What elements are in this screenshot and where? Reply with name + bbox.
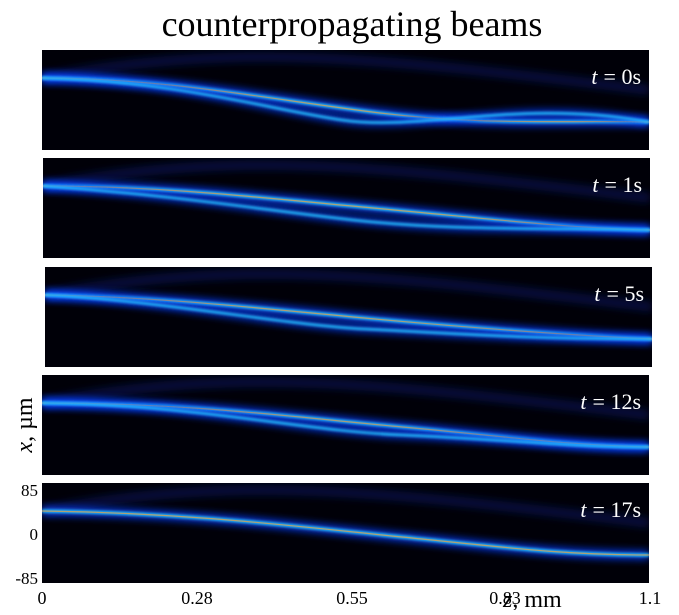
time-value: = 12s (593, 389, 641, 414)
y-tick-label: 85 (21, 481, 38, 500)
beam-body (45, 293, 652, 341)
x-tick-label: 0 (38, 588, 47, 608)
time-var: t (592, 172, 599, 197)
time-var: t (580, 497, 587, 522)
beam-core (42, 510, 649, 556)
y-tick-label: 0 (30, 525, 39, 544)
time-label: t = 0s (591, 64, 641, 89)
beams (42, 377, 649, 452)
time-label: t = 1s (592, 172, 642, 197)
time-var: t (580, 389, 587, 414)
time-label: t = 12s (580, 389, 641, 414)
beams (42, 52, 649, 127)
x-axis-var: z (502, 587, 513, 610)
beams (43, 160, 650, 235)
y-axis-unit: , µm (12, 397, 38, 442)
y-tick-label: -85 (15, 569, 38, 588)
beam-haze (42, 52, 649, 95)
beam-haze (45, 269, 652, 312)
beam-core (45, 294, 652, 340)
beam-haze (43, 160, 650, 203)
y-axis-var: x (12, 442, 38, 454)
panel: t = 17s (42, 483, 649, 583)
time-value: = 1s (605, 172, 642, 197)
time-label: t = 17s (580, 497, 641, 522)
x-axis-label: z, mm (502, 587, 562, 610)
x-tick-label: 0.55 (336, 588, 368, 608)
panel: t = 0s (42, 50, 649, 150)
beam-body (42, 76, 649, 124)
beam-body (43, 184, 650, 232)
y-axis-label: x, µm (12, 397, 38, 453)
time-value: = 0s (604, 64, 641, 89)
beam-haze (42, 377, 649, 420)
beam-haze (42, 485, 649, 528)
time-label: t = 5s (594, 281, 644, 306)
panel: t = 1s (43, 158, 650, 258)
time-value: = 5s (607, 281, 644, 306)
time-value: = 17s (593, 497, 641, 522)
title: counterpropagating beams (162, 4, 543, 44)
x-tick-label: 0.83 (489, 588, 521, 608)
time-var: t (591, 64, 598, 89)
time-var: t (594, 281, 601, 306)
x-axis-unit: , mm (512, 587, 562, 610)
panel: t = 12s (42, 375, 649, 475)
svg-text:x, µm: x, µm (12, 397, 38, 453)
x-tick-label: 0.28 (181, 588, 213, 608)
x-tick-label: 1.1 (639, 588, 662, 608)
panel: t = 5s (45, 267, 652, 367)
beams (42, 485, 649, 560)
beams (45, 269, 652, 344)
beam-body (42, 401, 649, 449)
